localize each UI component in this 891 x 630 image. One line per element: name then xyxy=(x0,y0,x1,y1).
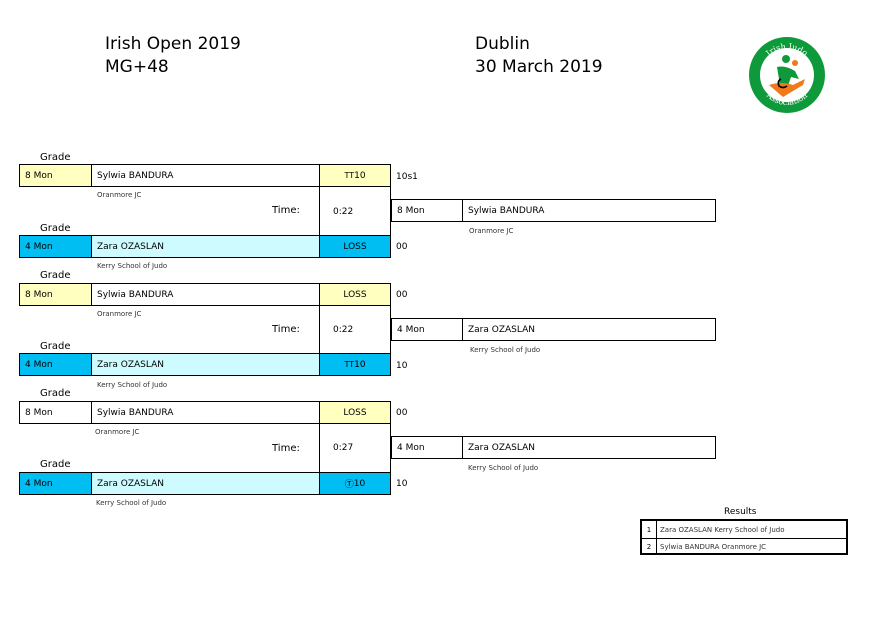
grade-label: Grade xyxy=(40,459,71,470)
grade-label: Grade xyxy=(40,341,71,352)
white-name: Sylwia BANDURA xyxy=(91,164,320,187)
association-logo: Irish Judo Association xyxy=(747,35,827,115)
blue-side-score: 10 xyxy=(396,361,408,371)
grade-label: Grade xyxy=(40,388,71,399)
contest-time: 0:22 xyxy=(333,325,354,335)
blue-score: TT 10 xyxy=(319,353,391,376)
score-penalty-mark: TT xyxy=(344,360,355,369)
result-rank: 1 xyxy=(642,521,657,538)
grade-label: Grade xyxy=(40,152,71,163)
white-grade: 8 Mon xyxy=(19,164,92,187)
bracket-divider xyxy=(390,187,391,235)
results-table: 1 Zara OZASLAN Kerry School of Judo 2 Sy… xyxy=(640,519,848,555)
white-score: LOSS xyxy=(319,283,391,306)
white-side-score: 10s1 xyxy=(396,172,418,182)
blue-side-score: 00 xyxy=(396,242,408,252)
contest-time: 0:27 xyxy=(333,443,354,453)
event-date: 30 March 2019 xyxy=(475,57,603,77)
score-value: 10 xyxy=(354,359,366,370)
results-row: 2 Sylwia BANDURA Oranmore JC xyxy=(642,538,846,555)
score-penalty-mark: Ⓣ xyxy=(344,480,354,490)
results-title: Results xyxy=(724,507,757,517)
winner-club: Oranmore JC xyxy=(469,227,514,235)
category-label: MG+48 xyxy=(105,57,169,77)
score-value: LOSS xyxy=(343,241,367,252)
white-side-score: 00 xyxy=(396,290,408,300)
score-value: 10 xyxy=(354,170,366,181)
result-entry: Sylwia BANDURA Oranmore JC xyxy=(660,542,767,551)
blue-side-score: 10 xyxy=(396,479,408,489)
white-club: Oranmore JC xyxy=(97,191,142,199)
results-row: 1 Zara OZASLAN Kerry School of Judo xyxy=(642,521,846,539)
white-club: Oranmore JC xyxy=(95,428,140,436)
white-name: Sylwia BANDURA xyxy=(91,283,320,306)
grade-label: Grade xyxy=(40,223,71,234)
result-rank: 2 xyxy=(642,538,657,555)
blue-grade: 4 Mon xyxy=(19,353,92,376)
contest-time: 0:22 xyxy=(333,207,354,217)
bracket-divider xyxy=(319,424,320,472)
winner-grade: 8 Mon xyxy=(391,199,463,222)
blue-name: Zara OZASLAN xyxy=(91,353,320,376)
blue-club: Kerry School of Judo xyxy=(97,381,168,389)
time-label: Time: xyxy=(272,443,300,454)
blue-grade: 4 Mon xyxy=(19,235,92,258)
time-label: Time: xyxy=(272,324,300,335)
white-club: Oranmore JC xyxy=(97,310,142,318)
bracket-divider xyxy=(319,306,320,354)
winner-name: Zara OZASLAN xyxy=(462,318,716,341)
bracket-divider xyxy=(390,424,391,472)
white-side-score: 00 xyxy=(396,408,408,418)
blue-club: Kerry School of Judo xyxy=(96,499,167,507)
score-value: LOSS xyxy=(343,289,367,300)
blue-grade: 4 Mon xyxy=(19,472,92,495)
white-score: TT 10 xyxy=(319,164,391,187)
event-location: Dublin xyxy=(475,34,530,54)
blue-name: Zara OZASLAN xyxy=(91,235,320,258)
winner-club: Kerry School of Judo xyxy=(468,464,539,472)
white-score: LOSS xyxy=(319,401,391,424)
score-penalty-mark: TT xyxy=(344,171,355,180)
winner-club: Kerry School of Judo xyxy=(470,346,541,354)
blue-score: LOSS xyxy=(319,235,391,258)
blue-score: Ⓣ 10 xyxy=(319,472,391,495)
grade-label: Grade xyxy=(40,270,71,281)
time-label: Time: xyxy=(272,205,300,216)
score-value: LOSS xyxy=(343,407,367,418)
winner-grade: 4 Mon xyxy=(391,436,463,459)
bracket-divider xyxy=(390,306,391,354)
event-title: Irish Open 2019 xyxy=(105,34,241,54)
white-name: Sylwia BANDURA xyxy=(91,401,320,424)
white-grade: 8 Mon xyxy=(19,401,92,424)
winner-grade: 4 Mon xyxy=(391,318,463,341)
white-grade: 8 Mon xyxy=(19,283,92,306)
blue-name: Zara OZASLAN xyxy=(91,472,320,495)
score-value: 10 xyxy=(353,478,366,489)
winner-name: Sylwia BANDURA xyxy=(462,199,716,222)
winner-name: Zara OZASLAN xyxy=(462,436,716,459)
result-entry: Zara OZASLAN Kerry School of Judo xyxy=(660,525,785,534)
blue-club: Kerry School of Judo xyxy=(97,262,168,270)
bracket-divider xyxy=(319,187,320,235)
